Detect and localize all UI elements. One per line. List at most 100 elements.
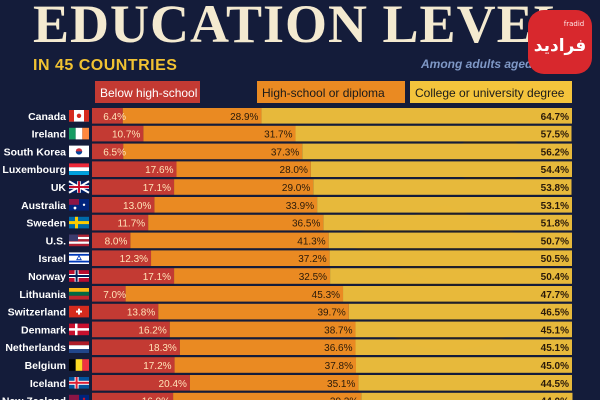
bar-college [356,357,572,373]
flag-stripe [69,236,89,240]
legend-header-label: Below high-school [100,86,197,100]
bar-high-school [130,232,329,249]
value-label-high-school: 33.9% [286,201,314,212]
belgium-flag-icon [69,359,89,371]
bar-below-high-school [92,303,159,320]
bar-high-school [189,375,359,391]
chart-row: Sweden 11.7% 36.5% 51.8% [26,214,572,231]
bar-college [358,375,572,391]
page-title: EDUCATION LEVEL [33,0,571,54]
australia-flag-icon [69,199,89,211]
flag-stripe [69,260,89,263]
value-label-college: 53.1% [541,201,569,212]
bar-high-school [173,392,362,400]
country-label: Israel [39,253,67,265]
flag-band [69,110,74,122]
flag-stripe [69,241,89,244]
value-label-below-high-school: 18.3% [148,343,176,354]
flag-star [82,397,86,400]
flag-stripe [75,127,83,140]
south-korea-flag-icon [69,145,89,158]
value-label-college: 44.5% [541,379,569,390]
flag-stripe [82,127,89,140]
chart-row: Australia 13.0% 33.9% 53.1% [21,197,572,213]
value-label-below-high-school: 11.7% [118,219,146,230]
chart-row: Israel 12.3% 37.2% 50.5% [39,250,572,266]
value-label-high-school: 38.7% [324,325,352,336]
value-label-below-high-school: 16.2% [138,325,166,336]
value-label-high-school: 31.7% [264,130,292,141]
flag-stripe [69,234,89,237]
fradid-logo: فرادید fradid [528,10,592,74]
value-label-college: 50.5% [541,254,569,265]
value-label-college: 56.2% [541,147,569,158]
page-subtitle: IN 45 COUNTRIES [33,57,178,74]
value-label-high-school: 39.7% [317,308,345,319]
lithuania-flag-icon [69,288,89,300]
flag-canton [69,394,79,400]
bar-high-school [123,143,303,160]
flag-stripe [69,171,89,175]
chart-row: New Zealand 16.9% 39.2% 44.0% [2,392,573,400]
bar-college [317,197,572,213]
bar-below-high-school [92,339,180,355]
legend-header-bg [95,81,200,103]
value-label-college: 54.4% [541,165,569,176]
chart-row: Netherlands 18.3% 36.6% 45.1% [5,339,572,355]
bar-college [302,143,572,160]
value-label-college: 45.0% [541,361,569,372]
flag-stripe [75,359,83,371]
uk-flag-icon [68,180,90,194]
chart-row: U.S. 8.0% 41.3% 50.7% [46,232,572,249]
bar-college [355,321,572,338]
logo-text: فرادید [534,36,586,56]
value-label-below-high-school: 17.2% [143,361,171,372]
canada-flag-icon [69,110,89,122]
value-label-below-high-school: 12.3% [120,254,148,265]
country-label: Ireland [32,129,66,141]
value-label-college: 50.7% [541,236,569,247]
flag-canton [69,234,78,241]
bar-high-school [143,125,296,142]
value-label-high-school: 29.0% [282,183,310,194]
bar-below-high-school [92,357,175,373]
flag-stripe [69,345,89,350]
flag-band [84,110,89,122]
flag-leaf [76,113,82,119]
chart-row: Norway 17.1% 32.5% 50.4% [28,268,572,284]
logo-small-text: fradid [564,20,584,28]
value-label-high-school: 36.6% [324,343,352,354]
bar-college [348,303,572,320]
flag-stripe [69,291,89,296]
ireland-flag-icon [69,127,89,140]
bar-high-school [154,197,318,213]
flag-cross-blue [69,275,89,277]
bar-high-school [122,108,262,124]
bar-high-school [176,161,311,177]
denmark-flag-icon [69,323,89,336]
value-label-high-school: 37.8% [325,361,353,372]
chart-row: Switzerland 13.8% 39.7% 46.5% [8,303,572,320]
value-label-below-high-school: 17.6% [145,165,173,176]
value-label-college: 57.5% [541,130,569,141]
population-note: Among adults aged [421,57,533,71]
bar-below-high-school [92,321,170,338]
bar-college [329,250,572,266]
value-label-below-high-school: 7.0% [103,290,126,301]
bar-high-school [174,357,356,373]
flag-stripe [69,349,89,353]
sweden-flag-icon [69,216,89,229]
value-label-below-high-school: 6.5% [103,147,126,158]
flag-stripe [69,295,89,300]
country-label: Sweden [26,218,66,230]
bar-below-high-school [92,250,152,266]
bar-below-high-school [92,214,149,231]
bar-college [310,161,572,177]
us-flag-icon [69,234,89,247]
value-label-below-high-school: 13.8% [127,308,155,319]
country-label: Iceland [30,378,66,390]
bar-college [295,125,572,142]
country-label: U.S. [46,235,67,247]
legend-header-bg [410,81,572,103]
chart-row: Denmark 16.2% 38.7% 45.1% [21,321,572,338]
